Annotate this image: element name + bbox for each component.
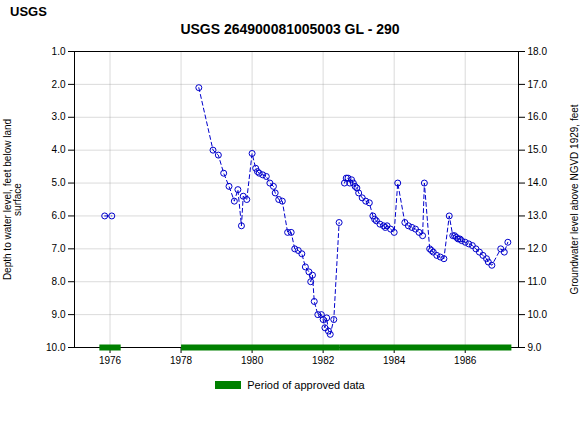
svg-text:10.0: 10.0 (46, 342, 66, 353)
html-text:Period of approved data: Period of approved data (247, 379, 365, 391)
html-text:USGS 264900081005003 GL - 290: USGS 264900081005003 GL - 290 (180, 21, 400, 37)
svg-text:Depth to water level, feet bel: Depth to water level, feet below landsur… (2, 119, 23, 280)
svg-text:6.0: 6.0 (52, 210, 66, 221)
svg-text:1986: 1986 (454, 355, 477, 366)
svg-text:18.0: 18.0 (528, 46, 548, 57)
svg-text:15.0: 15.0 (528, 144, 548, 155)
svg-text:5.0: 5.0 (52, 177, 66, 188)
svg-text:17.0: 17.0 (528, 79, 548, 90)
svg-text:Groundwater level above NGVD 1: Groundwater level above NGVD 1929, feet (569, 104, 580, 294)
svg-text:1976: 1976 (99, 355, 122, 366)
svg-text:12.0: 12.0 (528, 243, 548, 254)
svg-text:9.0: 9.0 (528, 342, 542, 353)
svg-text:4.0: 4.0 (52, 144, 66, 155)
svg-text:1982: 1982 (312, 355, 335, 366)
svg-text:10.0: 10.0 (528, 309, 548, 320)
svg-text:16.0: 16.0 (528, 111, 548, 122)
svg-text:1978: 1978 (170, 355, 193, 366)
svg-text:3.0: 3.0 (52, 111, 66, 122)
svg-text:11.0: 11.0 (528, 276, 547, 287)
svg-text:1984: 1984 (383, 355, 406, 366)
html-text:USGS: USGS (10, 4, 47, 19)
svg-text:8.0: 8.0 (52, 276, 66, 287)
svg-text:1980: 1980 (241, 355, 264, 366)
svg-text:13.0: 13.0 (528, 210, 548, 221)
svg-text:9.0: 9.0 (52, 309, 66, 320)
svg-text:2.0: 2.0 (52, 79, 66, 90)
svg-text:14.0: 14.0 (528, 177, 548, 188)
svg-text:1.0: 1.0 (52, 46, 66, 57)
svg-text:7.0: 7.0 (52, 243, 66, 254)
